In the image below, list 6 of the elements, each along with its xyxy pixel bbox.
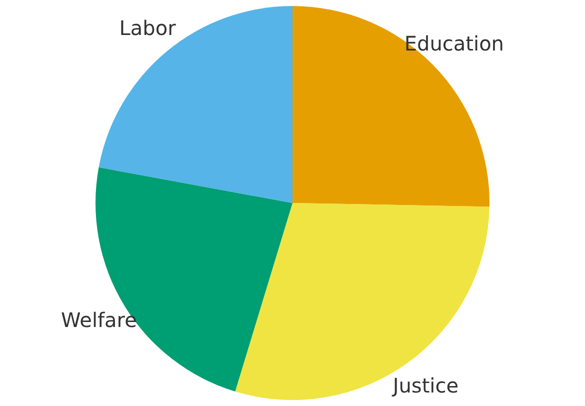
slice-label: Justice xyxy=(390,373,459,398)
slice-label: Education xyxy=(404,31,504,56)
slice-label: Welfare xyxy=(61,308,137,332)
pie-slice xyxy=(235,203,490,400)
slice-label: Labor xyxy=(119,16,177,40)
pie-slice xyxy=(98,6,292,203)
